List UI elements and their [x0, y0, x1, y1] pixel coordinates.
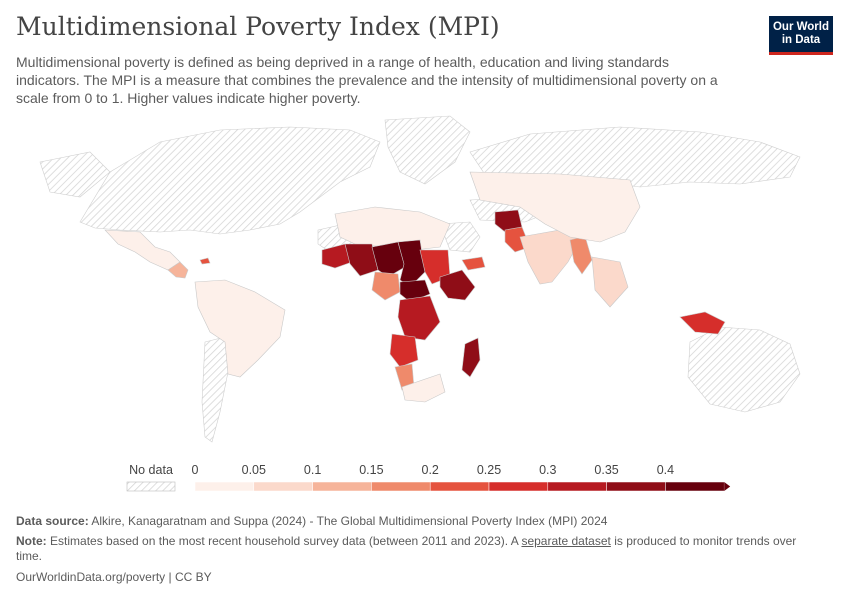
no-data-regions — [39, 115, 801, 443]
legend-bin-8 — [665, 481, 725, 492]
region-papua-new-guinea[interactable] — [679, 311, 726, 335]
chart-title: Multidimensional Poverty Index (MPI) — [16, 12, 500, 41]
region-china[interactable] — [469, 171, 641, 243]
legend-no-data-label: No data — [129, 463, 173, 477]
region-south-america[interactable] — [194, 279, 286, 378]
data-source: Data source: Alkire, Kanagaratnam and Su… — [16, 514, 816, 529]
note-text-after: is produced to monitor trends over time. — [16, 534, 797, 563]
region-mauritania[interactable] — [321, 243, 353, 269]
map-legend: No data 0 0.05 0.1 0.15 0.2 0.25 0.3 0.35 0.4 — [126, 463, 731, 492]
legend-tick-label: 0.25 — [477, 463, 501, 477]
legend-no-data-swatch — [126, 481, 176, 492]
region-south-africa[interactable] — [401, 373, 446, 403]
region-mexico[interactable] — [104, 229, 181, 271]
region-angola[interactable] — [389, 333, 419, 368]
separate-dataset-link[interactable]: separate dataset — [521, 534, 611, 548]
region-myanmar[interactable] — [569, 235, 593, 275]
legend-bin-0 — [194, 481, 255, 492]
legend-bin-6 — [547, 481, 607, 492]
legend-tick-label: 0.3 — [539, 463, 556, 477]
region-mali[interactable] — [344, 243, 379, 277]
region-north-africa[interactable] — [334, 206, 451, 251]
note: Note: Estimates based on the most recent… — [16, 534, 816, 564]
legend-bin-7 — [606, 481, 666, 492]
legend-bin-3 — [371, 481, 431, 492]
land-middle-east — [439, 221, 481, 253]
region-haiti[interactable] — [199, 257, 211, 265]
region-nigeria[interactable] — [371, 271, 401, 301]
legend-tick-label: 0 — [192, 463, 199, 477]
land-southern-cone — [201, 336, 229, 443]
legend-bin-2 — [312, 481, 372, 492]
data-source-text: Alkire, Kanagaratnam and Suppa (2024) - … — [91, 514, 608, 528]
region-niger[interactable] — [371, 241, 406, 278]
legend-color-bins — [194, 481, 731, 492]
region-dr-congo[interactable] — [397, 295, 441, 341]
logo-line-1: Our World — [772, 21, 829, 33]
region-yemen[interactable] — [461, 256, 486, 271]
region-madagascar[interactable] — [461, 337, 481, 378]
legend-tick-label: 0.15 — [359, 463, 383, 477]
legend-bin-1 — [253, 481, 313, 492]
data-regions — [104, 171, 726, 403]
owid-logo[interactable]: Our World in Data — [769, 16, 833, 55]
chart-subtitle: Multidimensional poverty is defined as b… — [16, 54, 718, 106]
legend-tick-label: 0.05 — [242, 463, 266, 477]
legend-bin-4 — [429, 481, 490, 492]
legend-tick-label: 0.4 — [657, 463, 674, 477]
legend-tick-label: 0.35 — [594, 463, 618, 477]
region-central-america[interactable] — [167, 261, 189, 279]
note-text-before: Estimates based on the most recent house… — [50, 534, 519, 548]
note-label: Note: — [16, 534, 47, 548]
legend-tick-label: 0.1 — [304, 463, 321, 477]
footer-url[interactable]: OurWorldinData.org/poverty | CC BY — [16, 570, 212, 584]
world-map — [39, 115, 801, 443]
data-source-label: Data source: — [16, 514, 89, 528]
logo-line-2: in Data — [781, 34, 821, 46]
legend-bin-5 — [488, 481, 549, 492]
legend-tick-label: 0.2 — [422, 463, 439, 477]
land-greenland — [384, 115, 471, 185]
region-ethiopia[interactable] — [439, 269, 476, 301]
land-alaska — [39, 151, 111, 198]
region-southeast-asia[interactable] — [591, 256, 629, 308]
land-australia — [687, 326, 801, 413]
land-north-america — [79, 126, 381, 235]
region-india[interactable] — [519, 229, 581, 285]
legend-arrow-cap — [724, 482, 731, 491]
legend-tick-labels: 0 0.05 0.1 0.15 0.2 0.25 0.3 0.35 0.4 — [192, 463, 675, 477]
